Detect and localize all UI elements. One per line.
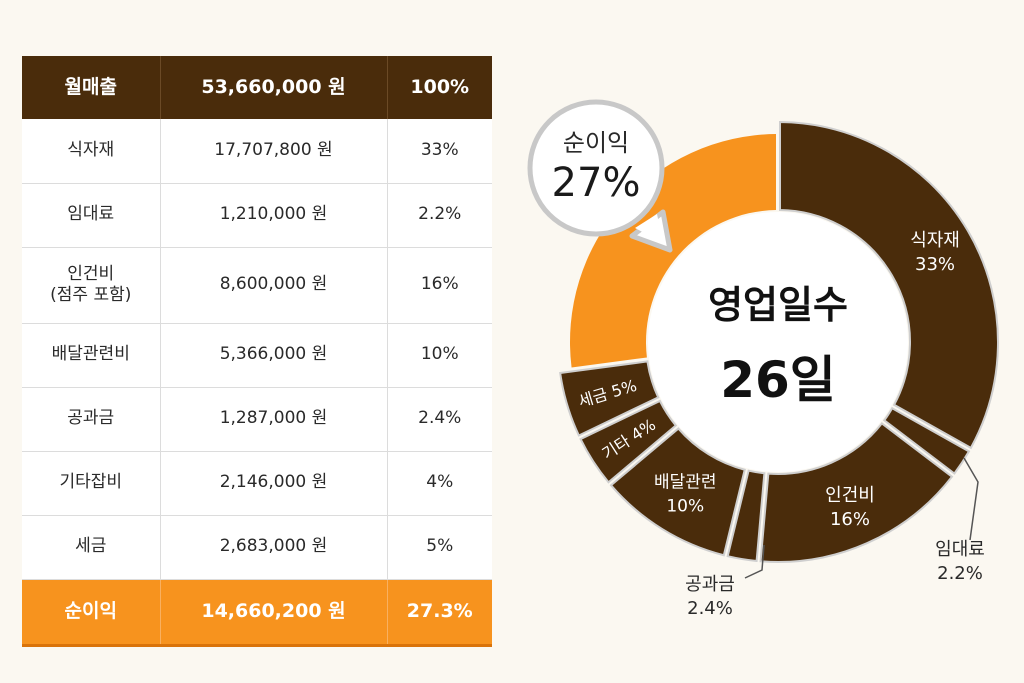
slice-배달관련 [609,427,746,557]
footer-percent: 27.3% [387,579,492,647]
callout-value: 27% [552,160,641,206]
table-row: 인건비 (점주 포함) 8,600,000 원 16% [22,247,492,324]
row-sublabel: (점주 포함) [50,285,132,305]
row-amount: 2,683,000 원 [160,515,388,580]
center-title: 영업일수 [708,283,848,327]
slice-인건비-value: 16% [830,509,870,530]
row-amount: 5,366,000 원 [160,323,388,388]
row-percent: 5% [387,515,492,580]
slice-인건비-label: 인건비 [825,485,875,506]
slice-식자재 [779,120,999,450]
row-amount: 17,707,800 원 [160,119,388,184]
table-row: 세금 2,683,000 원 5% [22,515,492,580]
header-percent: 100% [387,56,492,119]
donut-slices [559,120,999,563]
row-label: 공과금 [22,387,161,452]
slice-공과금 [726,469,766,563]
table-footer-row: 순이익 14,660,200 원 27.3% [22,579,492,647]
row-percent: 4% [387,451,492,516]
row-amount: 2,146,000 원 [160,451,388,516]
row-percent: 33% [387,119,492,184]
leader-lines [744,457,979,579]
table-row: 식자재 17,707,800 원 33% [22,119,492,184]
callout-bubble [527,99,665,237]
slice-배달관련-label: 배달관련 [654,473,717,493]
center-value: 26일 [720,351,836,409]
row-label: 임대료 [22,183,161,248]
row-percent: 2.2% [387,183,492,248]
cost-table-container: 월매출 53,660,000 원 100% 식자재 17,707,800 원 3… [22,56,492,647]
slice-공과금-label: 공과금 [685,574,735,595]
row-label: 세금 [22,515,161,580]
profit-callout: 순이익 27% [527,99,673,253]
slice-임대료-label: 임대료 [935,539,985,560]
row-percent: 16% [387,247,492,324]
row-label: 인건비 [67,263,115,284]
donut-hole [648,212,908,472]
slice-기타 [579,399,678,484]
table-row: 기타잡비 2,146,000 원 4% [22,451,492,516]
slice-공과금-value: 2.4% [687,598,733,619]
row-label: 기타잡비 [22,451,161,516]
callout-label: 순이익 [563,129,629,157]
table-header-row: 월매출 53,660,000 원 100% [22,56,492,119]
slice-배달관련-value: 10% [666,497,704,517]
footer-label: 순이익 [22,579,161,647]
footer-amount: 14,660,200 원 [160,579,388,647]
row-percent: 2.4% [387,387,492,452]
header-label: 월매출 [22,56,161,119]
row-amount: 1,287,000 원 [160,387,388,452]
row-percent: 10% [387,323,492,388]
slice-임대료-value: 2.2% [937,563,983,584]
table-row: 공과금 1,287,000 원 2.4% [22,387,492,452]
row-amount: 1,210,000 원 [160,183,388,248]
slice-식자재-value: 33% [915,254,955,275]
row-label-cell: 인건비 (점주 포함) [22,247,161,324]
row-label: 배달관련비 [22,323,161,388]
slice-공과금-leader [744,544,765,579]
table-row: 배달관련비 5,366,000 원 10% [22,323,492,388]
slice-식자재-label: 식자재 [910,230,960,251]
slice-순이익 [570,134,777,368]
slice-인건비 [759,422,954,563]
row-label: 식자재 [22,119,161,184]
slice-세금 [559,360,660,437]
slice-임대료-leader [963,457,979,541]
header-amount: 53,660,000 원 [160,56,388,119]
cost-table: 월매출 53,660,000 원 100% 식자재 17,707,800 원 3… [22,56,492,647]
table-row: 임대료 1,210,000 원 2.2% [22,183,492,248]
callout-tail-fill [635,214,663,243]
row-amount: 8,600,000 원 [160,247,388,324]
